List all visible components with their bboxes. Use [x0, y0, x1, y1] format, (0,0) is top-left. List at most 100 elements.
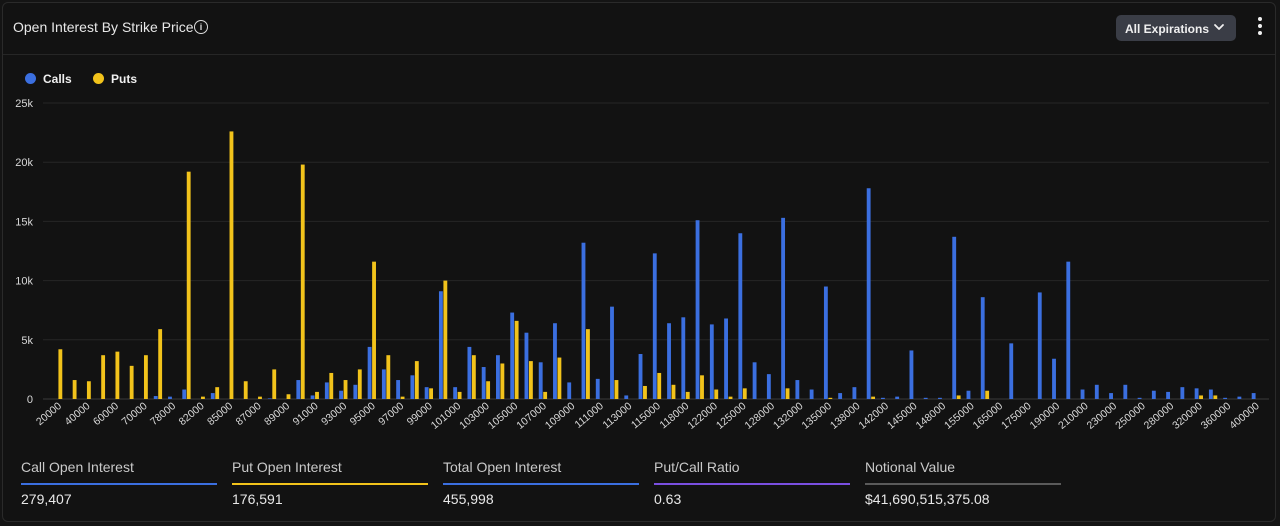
info-icon[interactable]: i — [194, 20, 208, 34]
calls-bar — [553, 323, 557, 399]
calls-bar — [1080, 389, 1085, 399]
expiration-dropdown-label: All Expirations — [1125, 22, 1210, 36]
calls-bar — [168, 396, 172, 399]
legend-label-calls: Calls — [43, 72, 72, 86]
stat-label: Notional Value — [865, 459, 956, 475]
chevron-down-icon — [1214, 24, 1224, 30]
y-tick-label: 10k — [15, 276, 33, 288]
puts-bar — [1213, 395, 1218, 399]
puts-bar — [956, 395, 961, 399]
calls-bar — [738, 233, 743, 399]
calls-bar — [838, 393, 843, 399]
calls-bar — [823, 286, 828, 399]
puts-bar — [685, 391, 690, 399]
puts-bar — [643, 385, 647, 399]
puts-bar — [129, 365, 134, 399]
puts-bar — [429, 388, 434, 399]
calls-bar — [396, 380, 401, 399]
puts-bar — [785, 388, 790, 399]
stat-label: Call Open Interest — [21, 459, 134, 475]
puts-bar — [272, 369, 277, 399]
x-tick-label: 118000 — [657, 400, 691, 431]
puts-bar — [443, 280, 448, 399]
puts-bar — [143, 355, 148, 399]
puts-bar — [329, 372, 334, 399]
calls-bar — [880, 397, 885, 399]
puts-bar — [671, 384, 676, 399]
puts-legend-dot — [93, 73, 104, 84]
calls-bar — [153, 396, 158, 399]
calls-bar — [809, 389, 814, 399]
x-tick-label: 40000 — [62, 400, 92, 428]
calls-bar — [624, 395, 629, 399]
calls-bar — [267, 398, 272, 399]
x-tick-label: 125000 — [714, 400, 749, 432]
puts-bar — [871, 396, 876, 399]
puts-bar — [471, 355, 476, 399]
x-tick-label: 115000 — [629, 400, 663, 431]
calls-bar — [524, 332, 529, 399]
x-tick-label: 60000 — [91, 400, 121, 428]
x-tick-label: 101000 — [429, 400, 464, 432]
calls-bar — [324, 382, 329, 399]
calls-bar — [1151, 390, 1156, 399]
calls-bar — [909, 350, 914, 399]
x-tick-label: 85000 — [205, 400, 235, 428]
puts-bar — [514, 320, 519, 399]
expiration-dropdown[interactable]: All Expirations — [1116, 15, 1236, 41]
calls-bar — [681, 317, 686, 399]
x-tick-label: 89000 — [262, 400, 292, 428]
calls-bar — [610, 306, 614, 399]
puts-bar — [386, 355, 391, 399]
calls-legend-dot — [25, 73, 36, 84]
x-tick-label: 107000 — [514, 400, 549, 432]
stat-underline — [654, 483, 850, 485]
calls-bar — [510, 312, 515, 399]
calls-bar — [1094, 384, 1099, 399]
stat-label: Total Open Interest — [443, 459, 562, 475]
puts-bar — [714, 389, 719, 399]
puts-bar — [700, 375, 704, 399]
puts-bar — [357, 369, 362, 399]
calls-bar — [895, 396, 900, 399]
puts-bar — [300, 164, 305, 399]
puts-bar — [528, 361, 533, 399]
calls-bar — [438, 291, 443, 399]
puts-bar — [457, 391, 462, 399]
calls-bar — [339, 390, 344, 399]
calls-bar — [667, 323, 671, 399]
puts-bar — [243, 381, 248, 399]
calls-bar — [567, 382, 572, 399]
calls-bar — [1052, 358, 1056, 399]
x-tick-label: 175000 — [999, 400, 1034, 432]
puts-bar — [343, 380, 348, 399]
x-tick-label: 70000 — [120, 400, 150, 428]
legend-label-puts: Puts — [111, 72, 138, 86]
x-tick-label: 138000 — [828, 400, 863, 432]
calls-bar — [1066, 261, 1071, 399]
puts-bar — [58, 349, 63, 399]
calls-bar — [709, 324, 714, 399]
calls-bar — [938, 397, 942, 399]
x-tick-label: 82000 — [177, 400, 207, 428]
calls-bar — [1137, 397, 1142, 399]
calls-bar — [410, 375, 415, 399]
calls-bar — [652, 253, 657, 399]
calls-bar — [1208, 389, 1213, 399]
panel-header: Open Interest By Strike Price i All Expi… — [3, 3, 1275, 55]
stat-underline — [443, 483, 639, 485]
more-vertical-icon[interactable] — [1255, 17, 1265, 39]
puts-bar — [258, 396, 262, 399]
x-tick-label: 78000 — [148, 400, 178, 428]
calls-bar — [980, 297, 985, 399]
y-tick-label: 20k — [15, 157, 33, 169]
calls-bar — [367, 346, 372, 399]
calls-bar — [353, 384, 358, 399]
puts-bar — [372, 261, 376, 399]
x-tick-label: 128000 — [742, 400, 777, 432]
calls-bar — [381, 369, 386, 399]
calls-bar — [1223, 397, 1228, 399]
puts-bar — [586, 329, 590, 399]
calls-bar — [638, 354, 643, 399]
calls-bar — [296, 380, 301, 399]
